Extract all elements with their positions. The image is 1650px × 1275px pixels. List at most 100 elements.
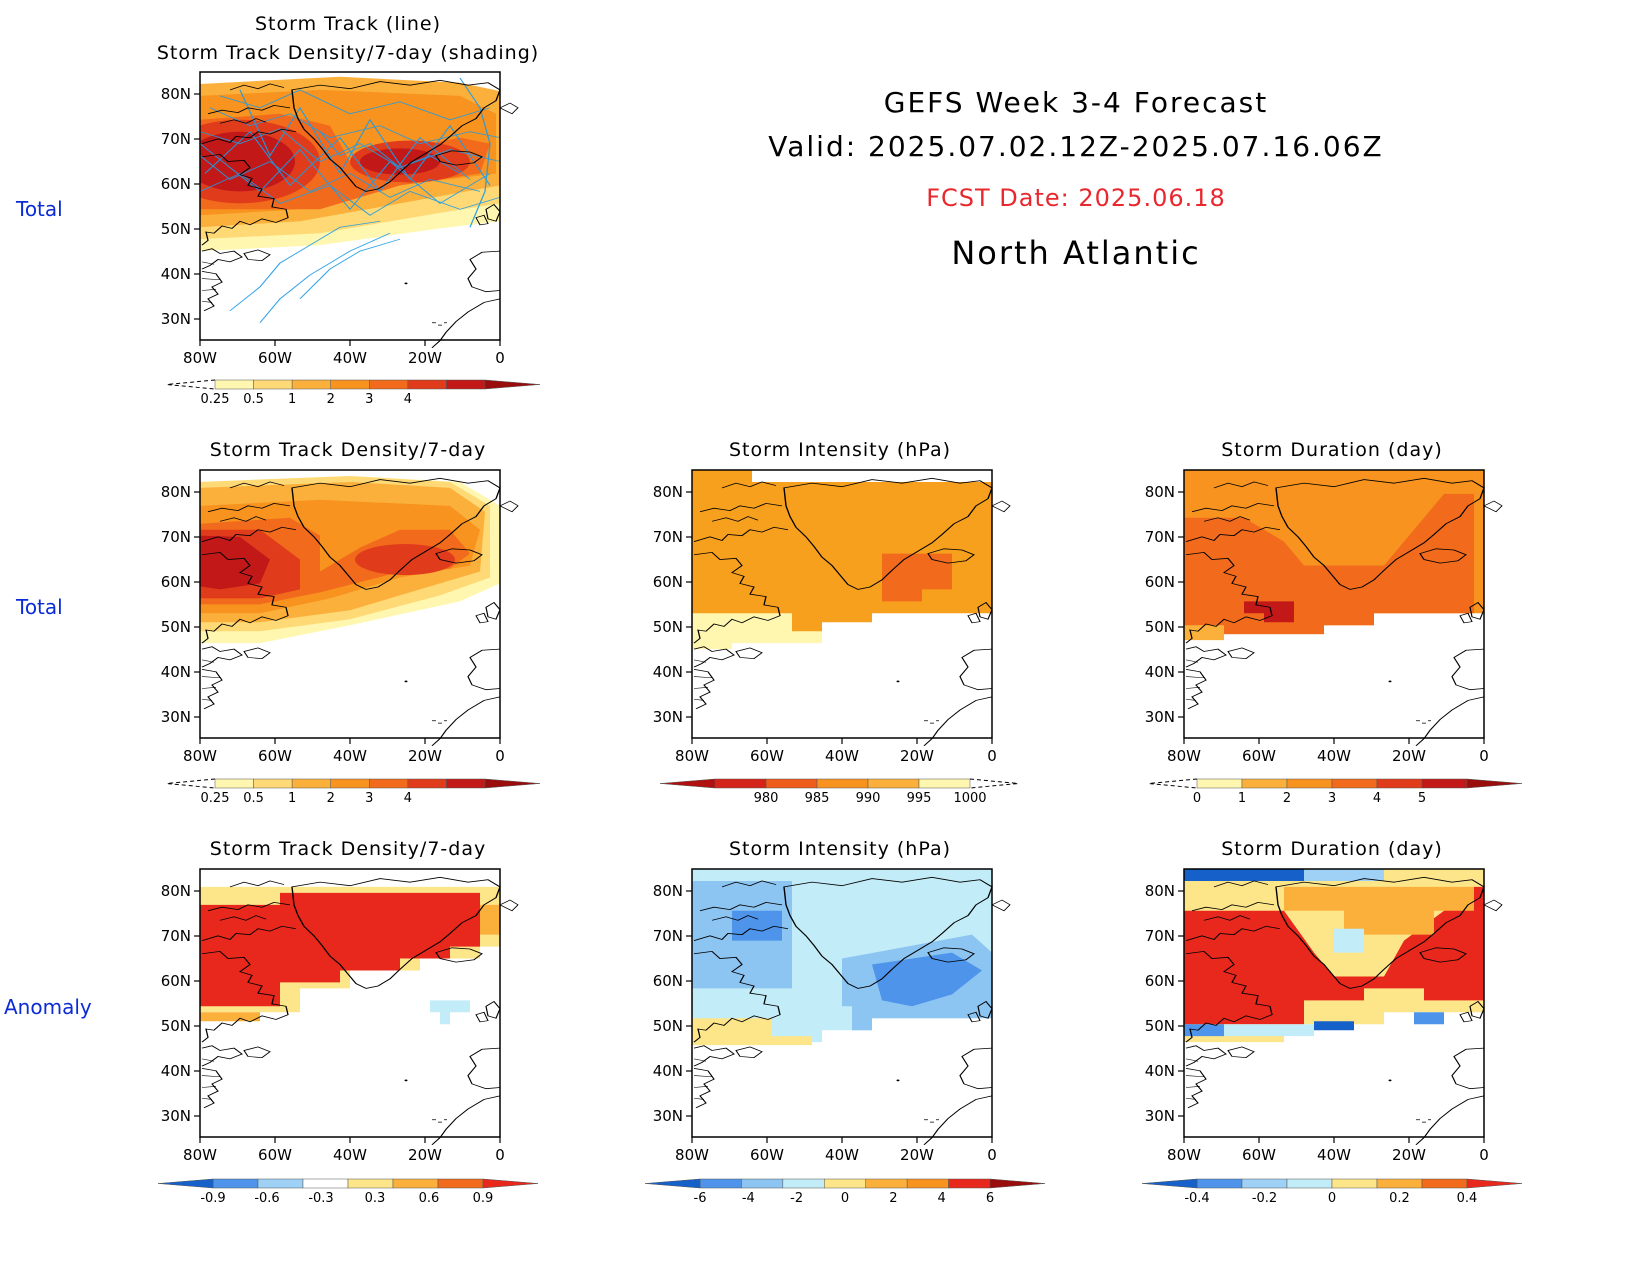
lon-tick-label: 80W	[183, 1146, 217, 1164]
lat-tick-label: 50N	[1145, 618, 1175, 636]
lon-tick-label: 80W	[183, 747, 217, 765]
colorbar-swatch	[714, 778, 767, 789]
map-axes: 80N 70N 60N 50N 40N 30N 80W 60W 40W 20W 0	[653, 483, 997, 765]
colorbar-tick-label: 1000	[953, 791, 986, 806]
figure-title-line2: Valid: 2025.07.02.12Z-2025.07.16.06Z	[768, 130, 1383, 163]
colorbar-tick-label: 4	[1373, 791, 1381, 806]
colorbar-swatch	[330, 379, 370, 390]
lon-tick-label: 0	[495, 349, 505, 367]
lon-tick-label: 60W	[258, 747, 292, 765]
colorbar-open-left	[166, 379, 216, 390]
colorbars: 0.25 0.5 1 2 3 40.25 0.5 1 2 3 4 980 985 990 995 1000 0 1…	[157, 379, 1523, 1206]
lat-tick-label: 30N	[161, 708, 191, 726]
panel-title: Storm Duration (day)	[1221, 439, 1443, 461]
lat-tick-label: 60N	[161, 175, 191, 193]
colorbar-tick-label: 3	[1328, 791, 1336, 806]
colorbar-tick-label: 4	[938, 1191, 946, 1206]
lat-tick-label: 70N	[1145, 528, 1175, 546]
panel-subtitle: Storm Track Density/7-day (shading)	[157, 42, 539, 64]
colorbar-swatch	[1376, 1178, 1423, 1189]
colorbar-tick-label: 3	[365, 392, 373, 407]
colorbar-tick-label: 0.3	[365, 1191, 386, 1206]
colorbar-swatch	[1286, 778, 1333, 789]
colorbar-arrow-right	[1466, 778, 1523, 789]
forecast-date: FCST Date: 2025.06.18	[926, 184, 1226, 212]
colorbar-swatch	[699, 1178, 742, 1189]
colorbar-swatch	[291, 379, 331, 390]
map-axes: 80N 70N 60N 50N 40N 30N 80W 60W 40W 20W 0	[161, 882, 505, 1164]
colorbar-swatch	[824, 1178, 866, 1189]
row-label-total-1: Total	[15, 197, 63, 221]
lat-tick-label: 50N	[653, 1017, 683, 1035]
lat-tick-label: 30N	[653, 708, 683, 726]
lon-tick-label: 20W	[900, 1146, 934, 1164]
lat-tick-label: 60N	[161, 972, 191, 990]
colorbar-tick-label: -4	[742, 1191, 755, 1206]
colorbar-arrow-left	[1141, 1178, 1198, 1189]
lat-tick-label: 70N	[653, 528, 683, 546]
lon-tick-label: 20W	[408, 1146, 442, 1164]
colorbar-arrow-right	[482, 1178, 539, 1189]
lon-tick-label: 60W	[1242, 747, 1276, 765]
panel-title: Storm Duration (day)	[1221, 838, 1443, 860]
lat-tick-label: 30N	[1145, 708, 1175, 726]
colorbar-tick-label: -0.6	[254, 1191, 279, 1206]
lat-tick-label: 70N	[161, 130, 191, 148]
lat-tick-label: 40N	[1145, 1062, 1175, 1080]
colorbar-swatch	[906, 1178, 949, 1189]
lat-tick-label: 80N	[161, 483, 191, 501]
lat-tick-label: 70N	[653, 927, 683, 945]
colorbar-tick-label: 0.9	[473, 1191, 494, 1206]
lat-tick-label: 40N	[1145, 663, 1175, 681]
colorbar-density_anom: -0.9 -0.6 -0.3 0.3 0.6 0.9	[157, 1178, 539, 1206]
colorbar-arrow-left	[157, 1178, 214, 1189]
lat-tick-label: 30N	[161, 1107, 191, 1125]
lon-tick-label: 40W	[333, 349, 367, 367]
colorbar-arrow-left	[644, 1178, 701, 1189]
colorbar-swatch	[1331, 778, 1378, 789]
panel-density-anomaly: Storm Track Density/7-day 80N 70N 60N 50N 40…	[161, 838, 519, 1164]
lon-tick-label: 60W	[258, 1146, 292, 1164]
colorbar-tick-label: -2	[790, 1191, 803, 1206]
colorbar-swatch	[1241, 778, 1288, 789]
colorbar-swatch	[407, 379, 447, 390]
lat-tick-label: 60N	[653, 573, 683, 591]
map-axes: 80N 70N 60N 50N 40N 30N 80W 60W 40W 20W 0	[161, 85, 505, 367]
colorbar-duration_anom: -0.4 -0.2 0 0.2 0.4	[1141, 1178, 1523, 1206]
colorbar-tick-label: 2	[889, 1191, 897, 1206]
colorbar-swatch	[1421, 1178, 1468, 1189]
colorbar-swatch	[347, 1178, 394, 1189]
colorbar-tick-label: 6	[986, 1191, 994, 1206]
colorbar-tick-label: 3	[365, 791, 373, 806]
map-axes: 80N 70N 60N 50N 40N 30N 80W 60W 40W 20W 0	[653, 882, 997, 1164]
colorbar-arrow-right	[484, 778, 541, 789]
lat-tick-label: 50N	[161, 220, 191, 238]
colorbar-swatch	[1286, 1178, 1333, 1189]
lat-tick-label: 50N	[161, 1017, 191, 1035]
colorbar-swatch	[369, 778, 409, 789]
colorbar-swatch	[816, 778, 869, 789]
figure-title-line1: GEFS Week 3-4 Forecast	[884, 86, 1268, 119]
panel-intensity-total: Storm Intensity (hPa) 80N 70N 60N 50N 40N 30N…	[653, 439, 1011, 765]
lon-tick-label: 0	[987, 1146, 997, 1164]
panel-title: Storm Track Density/7-day	[210, 838, 486, 860]
panel-duration-total: Storm Duration (day) 80N70N60N50N40N30N8…	[1145, 439, 1503, 765]
colorbar-arrow-right	[989, 1178, 1046, 1189]
lon-tick-label: 20W	[900, 747, 934, 765]
colorbar-swatch	[437, 1178, 484, 1189]
panel-title: Storm Intensity (hPa)	[729, 439, 951, 461]
lat-tick-label: 60N	[161, 573, 191, 591]
colorbar-swatch	[867, 778, 920, 789]
lon-tick-label: 0	[987, 747, 997, 765]
lat-tick-label: 40N	[161, 663, 191, 681]
lat-tick-label: 70N	[161, 528, 191, 546]
panel-title: Storm Intensity (hPa)	[729, 838, 951, 860]
panel-duration-anomaly: Storm Duration (day) 80N70N60N50N40N30N8…	[1145, 838, 1503, 1164]
colorbar-swatch	[257, 1178, 304, 1189]
lon-tick-label: 20W	[408, 747, 442, 765]
lon-tick-label: 20W	[408, 349, 442, 367]
colorbar-tick-label: 0.25	[201, 392, 230, 407]
colorbar-tick-label: 0.25	[201, 791, 230, 806]
colorbar-tick-label: 4	[404, 791, 412, 806]
lon-tick-label: 60W	[258, 349, 292, 367]
